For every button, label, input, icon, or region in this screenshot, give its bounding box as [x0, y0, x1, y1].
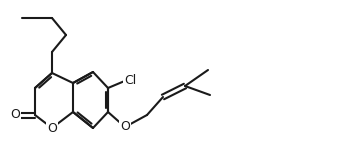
- Text: O: O: [47, 121, 57, 135]
- Text: Cl: Cl: [124, 74, 136, 86]
- Text: O: O: [10, 109, 20, 121]
- Text: O: O: [120, 121, 130, 133]
